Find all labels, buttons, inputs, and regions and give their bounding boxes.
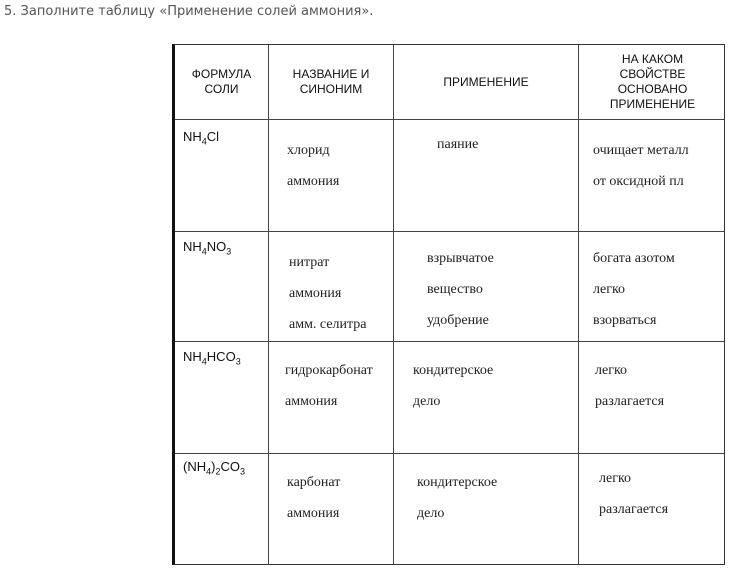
ammonium-salts-table: ФОРМУЛА СОЛИ НАЗВАНИЕ И СИНОНИМ ПРИМЕНЕН… (172, 44, 725, 565)
salt-use: кондитерское дело (417, 475, 498, 521)
salt-property: богата азотом легко взорваться (593, 251, 675, 328)
header-name: НАЗВАНИЕ И СИНОНИМ (292, 67, 370, 96)
formula-nh4no3: NH4NO3 (183, 239, 232, 257)
divider (175, 119, 724, 120)
header-formula: ФОРМУЛА СОЛИ (191, 67, 252, 96)
salt-name: гидрокарбонат аммония (285, 363, 373, 409)
salt-property: легко разлагается (595, 363, 665, 409)
header-property: НА КАКОМ СВОЙСТВЕ ОСНОВАНО ПРИМЕНЕНИЕ (609, 52, 696, 111)
formula-nh4cl: NH4Cl (183, 129, 220, 147)
salt-name: карбонат аммония (287, 475, 341, 521)
divider (175, 453, 724, 454)
divider (268, 45, 269, 564)
salt-property: легко разлагается (599, 471, 669, 517)
divider (393, 45, 394, 564)
task-title: 5. Заполните таблицу «Применение солей а… (4, 4, 374, 19)
salt-use: паяние (437, 137, 479, 152)
divider (175, 231, 724, 232)
formula-nh4-2co3: (NH4)2CO3 (183, 459, 245, 477)
divider (175, 341, 724, 342)
salt-property: очищает металл от оксидной пл (593, 143, 689, 189)
divider (578, 45, 579, 564)
header-use: ПРИМЕНЕНИЕ (443, 74, 529, 89)
salt-name: хлорид аммония (287, 143, 340, 189)
salt-name: нитрат аммония амм. селитра (289, 255, 367, 332)
formula-nh4hco3: NH4HCO3 (183, 349, 241, 367)
salt-use: взрывчатое вещество удобрение (427, 251, 494, 328)
salt-use: кондитерское дело (413, 363, 494, 409)
